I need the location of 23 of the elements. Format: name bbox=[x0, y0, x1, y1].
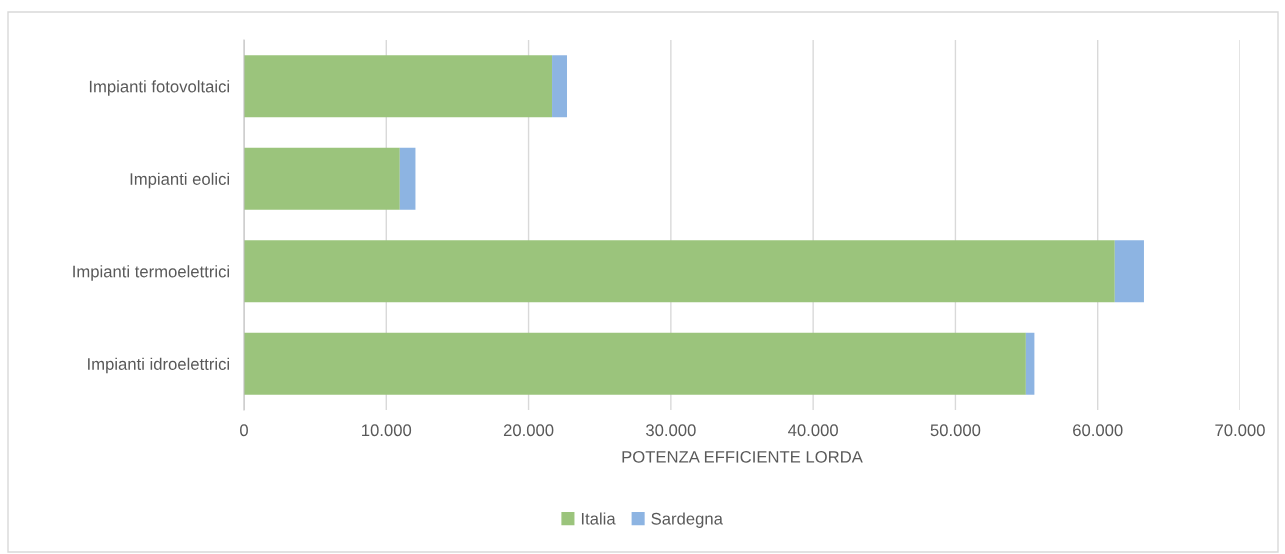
y-tick-label: Impianti termoelettrici bbox=[73, 265, 229, 281]
x-tick-label: 70.000 bbox=[1215, 424, 1265, 437]
bar bbox=[1025, 332, 1035, 395]
legend-label: Italia bbox=[581, 512, 616, 525]
y-tick-label: Impianti eolici bbox=[130, 172, 229, 189]
x-tick-label: 10.000 bbox=[362, 424, 412, 437]
bar bbox=[552, 55, 567, 118]
bar bbox=[1114, 240, 1144, 303]
x-tick-label: 20.000 bbox=[503, 424, 554, 437]
x-axis-title: POTENZA EFFICIENTE LORDA bbox=[622, 450, 863, 463]
bar bbox=[244, 55, 553, 118]
x-tick-label: 40.000 bbox=[788, 424, 838, 437]
x-tick-label: 0 bbox=[240, 424, 248, 437]
x-tick-label: 60.000 bbox=[1073, 424, 1123, 437]
bar bbox=[244, 147, 400, 210]
x-tick-label: 30.000 bbox=[646, 424, 696, 437]
y-tick-label: Impianti idroelettrici bbox=[88, 357, 229, 374]
y-tick-label: Impianti fotovoltaici bbox=[89, 80, 229, 96]
legend-label: Sardegna bbox=[651, 512, 723, 528]
bar bbox=[244, 240, 1115, 303]
bar bbox=[244, 332, 1026, 395]
x-tick-label: 50.000 bbox=[930, 424, 981, 437]
bar bbox=[399, 147, 416, 210]
